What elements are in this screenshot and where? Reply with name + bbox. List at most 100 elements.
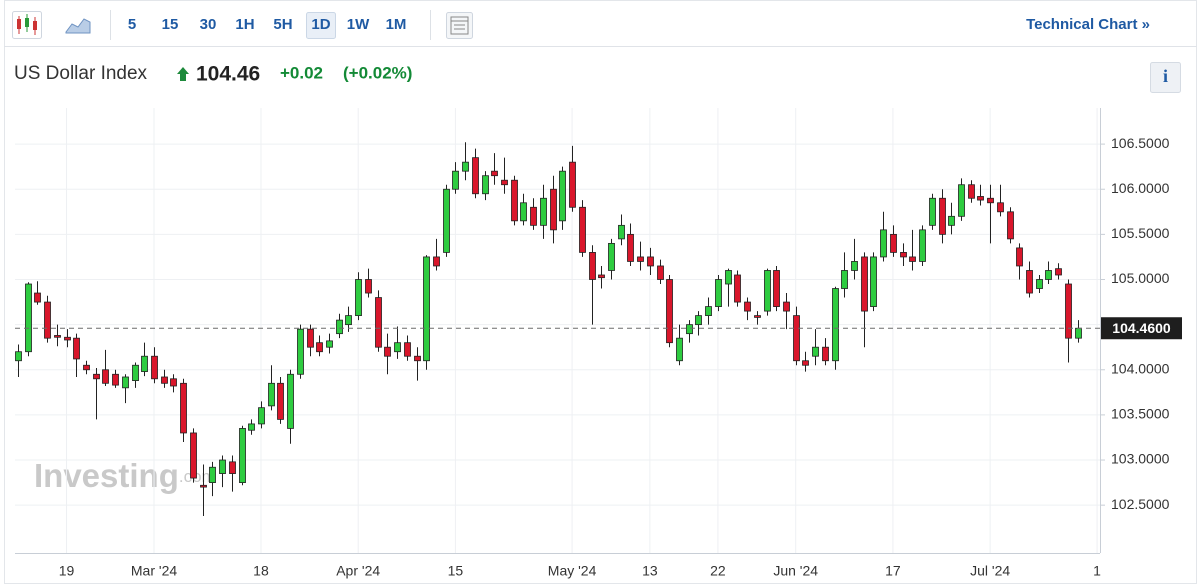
x-tick-label: Apr '24 — [336, 563, 380, 579]
candle-body — [783, 301, 790, 312]
candle — [316, 335, 323, 357]
candle — [472, 148, 479, 199]
candle — [880, 211, 887, 262]
candle — [229, 455, 236, 492]
icon-glyph — [450, 16, 469, 35]
candle — [929, 193, 936, 230]
x-tick-label: May '24 — [548, 563, 597, 579]
layout-icon[interactable] — [446, 12, 473, 39]
candle-body — [462, 161, 469, 172]
candle — [491, 153, 498, 185]
candle — [462, 142, 469, 181]
interval-button[interactable]: 1H — [235, 16, 254, 33]
interval-button[interactable]: 15 — [162, 16, 179, 33]
candle — [64, 329, 71, 348]
candle-body — [637, 256, 644, 262]
plot: 102.5000103.0000103.5000104.0000104.5000… — [15, 108, 1182, 579]
watermark-suffix: .com — [179, 467, 216, 486]
candle-body — [151, 355, 158, 380]
candle-body — [520, 202, 527, 222]
candle-body — [316, 342, 323, 353]
candle-body — [326, 340, 333, 348]
candle-body — [861, 256, 868, 312]
x-tick-label: Jun '24 — [773, 563, 818, 579]
y-tick-label: 105.5000 — [1111, 225, 1170, 241]
candle-body — [744, 301, 751, 312]
candle — [870, 252, 877, 312]
candle-body — [1055, 268, 1062, 276]
candle-body — [647, 256, 654, 267]
candle — [1016, 243, 1023, 280]
candle — [686, 320, 693, 343]
candle-body — [102, 369, 109, 384]
candle-body — [773, 270, 780, 307]
candle — [637, 241, 644, 271]
candle — [1026, 261, 1033, 298]
candle — [297, 324, 304, 379]
icon-body — [33, 21, 37, 30]
candle-body — [666, 279, 673, 344]
candle-body — [161, 376, 168, 384]
candle-body — [277, 382, 284, 420]
candle — [219, 455, 226, 488]
y-tick-label: 105.0000 — [1111, 270, 1170, 286]
candle — [414, 347, 421, 381]
candle — [618, 214, 625, 246]
interval-button[interactable]: 30 — [200, 16, 217, 33]
interval-button[interactable]: 1M — [386, 16, 407, 33]
info-box — [1150, 62, 1181, 93]
candle — [384, 333, 391, 375]
candle — [404, 335, 411, 361]
candle-body — [482, 175, 489, 195]
candle — [1055, 263, 1062, 280]
candle — [977, 184, 984, 206]
interval-label: 1H — [235, 16, 254, 33]
interval-button[interactable]: 1W — [347, 16, 370, 33]
candle-body — [248, 423, 255, 431]
candle — [190, 428, 197, 483]
candle — [1065, 279, 1072, 363]
watermark-brand: Investing — [34, 457, 179, 494]
candle-body — [890, 233, 897, 253]
candle-icon[interactable] — [12, 11, 42, 39]
interval-button[interactable]: 5H — [273, 16, 292, 33]
candle-body — [598, 274, 605, 279]
candle — [695, 311, 702, 336]
candle-body — [44, 301, 51, 339]
candle-body — [754, 315, 761, 318]
candle-body — [491, 170, 498, 177]
interval-label: 1M — [386, 16, 407, 33]
candle — [579, 200, 586, 257]
interval-button[interactable]: 1D — [306, 12, 336, 39]
interval-button[interactable]: 5 — [128, 16, 136, 33]
candle-body — [997, 202, 1004, 213]
y-tick-label: 104.0000 — [1111, 360, 1170, 376]
candle-body — [132, 364, 139, 381]
candle — [734, 270, 741, 307]
candle — [909, 229, 916, 271]
candle — [919, 225, 926, 266]
candle-body — [170, 378, 177, 387]
candle-body — [880, 229, 887, 258]
technical-chart-link[interactable]: Technical Chart » — [1026, 16, 1150, 33]
candle — [715, 274, 722, 312]
candle — [520, 193, 527, 226]
candle — [161, 369, 168, 388]
x-tick-label: 17 — [885, 563, 901, 579]
candle-body — [258, 407, 265, 425]
last-price: 104.46 — [196, 63, 260, 86]
y-tick-label: 106.0000 — [1111, 180, 1170, 196]
candle — [25, 282, 32, 357]
candle-body — [870, 256, 877, 307]
candle — [307, 324, 314, 357]
info-glyph: i — [1163, 66, 1168, 86]
candle — [725, 268, 732, 307]
area-icon[interactable] — [65, 18, 91, 34]
info-button[interactable]: i — [1150, 62, 1181, 93]
candle — [559, 166, 566, 230]
candle-body — [394, 342, 401, 353]
interval-label: 1D — [311, 16, 330, 33]
candle — [83, 360, 90, 375]
candle-body — [219, 459, 226, 474]
